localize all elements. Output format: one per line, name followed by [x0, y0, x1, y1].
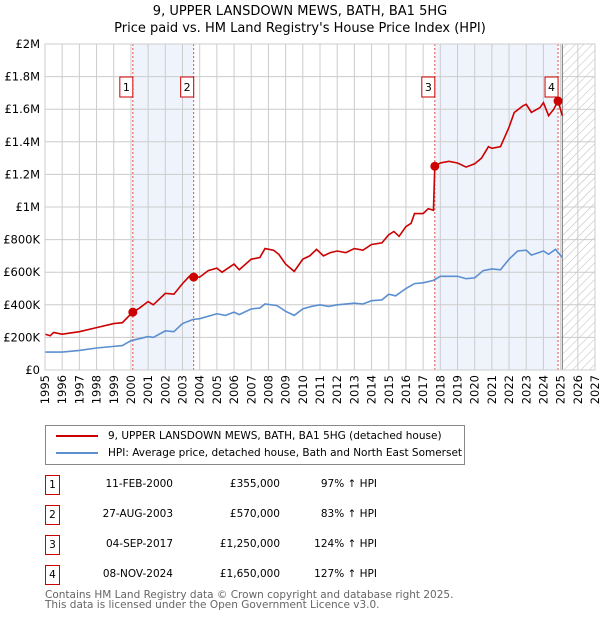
- title: 9, UPPER LANSDOWN MEWS, BATH, BA1 5HG: [152, 4, 448, 19]
- sale-date: 08-NOV-2024: [102, 568, 173, 580]
- sale-price: £1,650,000: [219, 568, 280, 580]
- sale-row: 3 04-SEP-2017 £1,250,000 124% ↑ HPI: [45, 535, 485, 555]
- sale-number-badge: 2: [45, 505, 60, 525]
- plot-frame: [44, 43, 596, 371]
- y-tick-label: £1.4M: [4, 135, 40, 149]
- x-tick-label: 1996: [55, 375, 69, 404]
- x-tick-label: 2004: [193, 375, 207, 404]
- x-tick-label: 2012: [330, 375, 344, 404]
- footer-line: This data is licensed under the Open Gov…: [45, 599, 380, 611]
- footer: Contains HM Land Registry data © Crown c…: [45, 589, 454, 611]
- sale-point: [189, 272, 199, 282]
- x-tick-label: 2027: [588, 375, 600, 404]
- y-tick-label: £1.8M: [4, 70, 40, 84]
- sale-number-badge: 3: [45, 535, 60, 555]
- y-tick-label: £600K: [3, 265, 40, 279]
- legend-label: HPI: Average price, detached house, Bath…: [108, 447, 463, 459]
- y-tick-label: £1.6M: [4, 102, 40, 116]
- y-tick-label: £800K: [3, 233, 40, 247]
- hpi-line: [45, 248, 563, 353]
- legend-item-hpi: HPI: Average price, detached house, Bath…: [56, 447, 462, 459]
- x-tick-label: 2019: [451, 375, 465, 404]
- y-tick-label: £1M: [15, 200, 40, 214]
- y-tick-label: £400K: [3, 298, 40, 312]
- chart: £0 £200K £400K £600K £800K £1M £1.2M £1.4M £1.6M…: [3, 37, 600, 404]
- sale-label: 4: [548, 81, 555, 94]
- sale-label-box: [119, 76, 134, 98]
- sale-number-badge: 1: [45, 475, 60, 495]
- x-tick-label: 2015: [382, 375, 396, 404]
- x-tick-label: 2026: [571, 375, 585, 404]
- x-tick-label: 2009: [279, 375, 293, 404]
- x-tick-label: 2006: [227, 375, 241, 404]
- sale-price: £1,250,000: [219, 538, 280, 550]
- x-tick-label: 1995: [38, 375, 52, 404]
- sale-number-badge: 4: [45, 565, 60, 585]
- x-tick-label: 2001: [141, 375, 155, 404]
- x-tick-label: 2002: [158, 375, 172, 404]
- footer-line: Contains HM Land Registry data © Crown c…: [45, 589, 454, 601]
- x-tick-label: 2008: [261, 375, 275, 404]
- sale-label-box: [421, 76, 436, 98]
- sale-point: [430, 161, 440, 171]
- x-tick-label: 2003: [176, 375, 190, 404]
- sale-label: 2: [184, 81, 191, 94]
- legend-swatch-red: [56, 435, 98, 437]
- x-tick-label: 2021: [485, 375, 499, 404]
- sale-row: 1 11-FEB-2000 £355,000 97% ↑ HPI: [45, 475, 485, 495]
- x-tick-label: 2014: [365, 375, 379, 404]
- sale-label-box: [544, 76, 559, 98]
- legend-label: 9, UPPER LANSDOWN MEWS, BATH, BA1 5HG (d…: [108, 430, 442, 442]
- x-tick-label: 2016: [399, 375, 413, 404]
- x-tick-label: 1998: [90, 375, 104, 404]
- y-tick-label: £2M: [15, 37, 40, 51]
- y-tick-label: £0: [25, 363, 40, 377]
- y-tick-label: £1.2M: [4, 167, 40, 181]
- legend: 9, UPPER LANSDOWN MEWS, BATH, BA1 5HG (d…: [45, 425, 465, 465]
- x-tick-label: 2020: [468, 375, 482, 404]
- sale-label-box: [180, 76, 195, 98]
- property-price-line: [44, 98, 564, 337]
- x-tick-label: 2023: [519, 375, 533, 404]
- x-tick-label: 2025: [554, 375, 568, 404]
- y-tick-label: £200K: [3, 330, 40, 344]
- subtitle: Price paid vs. HM Land Registry's House …: [114, 21, 486, 36]
- sale-price: £570,000: [229, 508, 280, 520]
- sale-label: 3: [425, 81, 432, 94]
- sale-row: 4 08-NOV-2024 £1,650,000 127% ↑ HPI: [45, 565, 485, 585]
- sale-point: [553, 96, 563, 106]
- legend-item-property: 9, UPPER LANSDOWN MEWS, BATH, BA1 5HG (d…: [56, 430, 442, 442]
- sale-date: 27-AUG-2003: [102, 508, 173, 520]
- x-tick-label: 2022: [502, 375, 516, 404]
- sale-row: 2 27-AUG-2003 £570,000 83% ↑ HPI: [45, 505, 485, 525]
- x-tick-label: 2017: [416, 375, 430, 404]
- sale-label: 1: [123, 81, 130, 94]
- sale-hpi: 124% ↑ HPI: [314, 538, 377, 550]
- sale-date: 04-SEP-2017: [105, 538, 173, 550]
- legend-swatch-blue: [56, 452, 98, 454]
- sale-hpi: 83% ↑ HPI: [320, 508, 377, 520]
- sale-hpi: 97% ↑ HPI: [320, 478, 377, 490]
- chart-title: 9, UPPER LANSDOWN MEWS, BATH, BA1 5HG Pr…: [0, 3, 600, 37]
- x-tick-label: 2000: [124, 375, 138, 404]
- x-tick-label: 2024: [536, 375, 550, 404]
- x-tick-label: 2013: [347, 375, 361, 404]
- x-tick-label: 1999: [107, 375, 121, 404]
- x-tick-label: 1997: [72, 375, 86, 404]
- sale-hpi: 127% ↑ HPI: [314, 568, 377, 580]
- x-tick-label: 2005: [210, 375, 224, 404]
- sale-price: £355,000: [229, 478, 280, 490]
- x-tick-label: 2007: [244, 375, 258, 404]
- sale-date: 11-FEB-2000: [105, 478, 173, 490]
- x-tick-label: 2018: [433, 375, 447, 404]
- x-tick-label: 2010: [296, 375, 310, 404]
- sale-point: [128, 307, 138, 317]
- x-tick-label: 2011: [313, 375, 327, 404]
